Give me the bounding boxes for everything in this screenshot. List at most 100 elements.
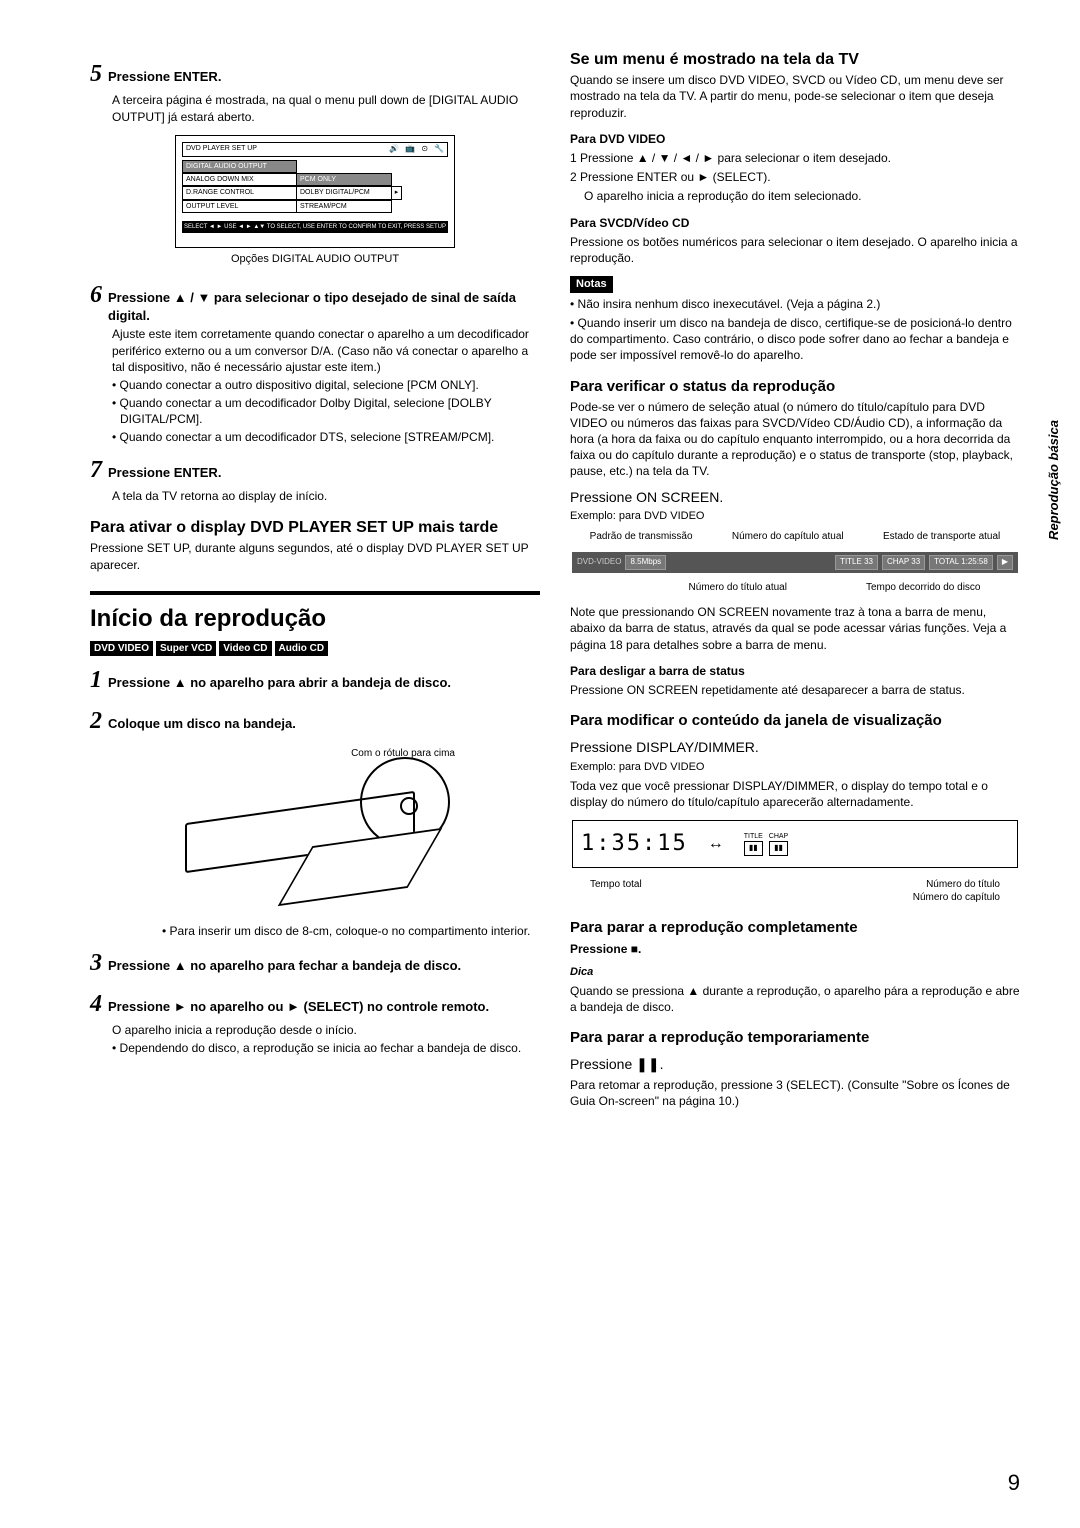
section-divider xyxy=(90,591,540,595)
step-5-title: Pressione ENTER. xyxy=(108,68,221,86)
press-pause: Pressione ❚❚. xyxy=(570,1055,1020,1074)
disc-icon: ⊙ xyxy=(421,144,428,155)
press-stop: Pressione ■. xyxy=(570,941,1020,957)
lab-num-tit: Número do título atual xyxy=(689,581,787,595)
step-5: 5 Pressione ENTER. xyxy=(90,58,540,90)
disp-chap-box: ▮▮ xyxy=(769,841,788,856)
cap-titulo: Número do título xyxy=(926,878,1000,892)
badge-vcd: Video CD xyxy=(219,641,271,656)
step-6-body: Ajuste este item corretamente quando con… xyxy=(112,326,540,375)
setup-later-body: Pressione SET UP, durante alguns segundo… xyxy=(90,540,540,572)
menu-r1l: DIGITAL AUDIO OUTPUT xyxy=(182,160,297,173)
main-title: Início da reprodução xyxy=(90,603,540,635)
lab-num-cap: Número do capítulo atual xyxy=(732,530,844,544)
disp-title-box: ▮▮ xyxy=(744,841,763,856)
play-num-3: 3 xyxy=(90,947,102,979)
step-num-7: 7 xyxy=(90,454,102,486)
dvd-line1: 1 Pressione ▲ / ▼ / ◄ / ► para seleciona… xyxy=(570,150,1020,166)
badge-cd: Audio CD xyxy=(275,641,329,656)
menu-r3l: D.RANGE CONTROL xyxy=(182,186,297,199)
play-4-title: Pressione ► no aparelho ou ► (SELECT) no… xyxy=(108,998,489,1016)
cap-tempo: Tempo total xyxy=(590,878,642,892)
play-step-1: 1 Pressione ▲ no aparelho para abrir a b… xyxy=(90,664,540,696)
format-badges: DVD VIDEO Super VCD Video CD Audio CD xyxy=(90,641,540,656)
sb-title: TITLE 33 xyxy=(835,555,878,570)
step-7-title: Pressione ENTER. xyxy=(108,464,221,482)
menu-arrow-icon: ▸ xyxy=(392,186,402,199)
step-7: 7 Pressione ENTER. xyxy=(90,454,540,486)
dvd-line2: 2 Pressione ENTER ou ► (SELECT). xyxy=(570,169,1020,185)
audio-icon: 🔊 xyxy=(389,144,399,155)
play-num-1: 1 xyxy=(90,664,102,696)
right-h4: Para parar a reprodução completamente xyxy=(570,919,1020,937)
page-number: 9 xyxy=(1008,1468,1020,1498)
disp-chap-label: CHAP xyxy=(769,832,788,841)
step-6: 6 Pressione ▲ / ▼ para selecionar o tipo… xyxy=(90,279,540,324)
menu-r2r: PCM ONLY xyxy=(297,173,392,186)
example-1: Exemplo: para DVD VIDEO xyxy=(570,509,1020,524)
menu-select-hint: SELECT ◄ ► USE ◄ ► ▲▼ TO SELECT, USE ENT… xyxy=(182,221,448,233)
dica-p: Quando se pressiona ▲ durante a reproduç… xyxy=(570,983,1020,1015)
badge-svcd: Super VCD xyxy=(156,641,216,656)
nota-1: • Não insira nenhum disco inexecutável. … xyxy=(570,296,1020,312)
side-tab: Reprodução básica xyxy=(1045,420,1063,540)
dica-label: Dica xyxy=(570,965,1020,980)
play-step-4: 4 Pressione ► no aparelho ou ► (SELECT) … xyxy=(90,988,540,1020)
right-p3: Note que pressionando ON SCREEN novament… xyxy=(570,604,1020,653)
disp-title-label: TITLE xyxy=(744,832,763,841)
status-bar-figure: DVD-VIDEO 8.5Mbps TITLE 33 CHAP 33 TOTAL… xyxy=(572,552,1018,573)
sb-total: TOTAL 1:25:58 xyxy=(929,555,993,570)
display-figure: 1:35:15 ↔ TITLE ▮▮ CHAP ▮▮ xyxy=(572,820,1018,868)
right-p2: Pode-se ver o número de seleção atual (o… xyxy=(570,399,1020,480)
right-p1: Quando se insere um disco DVD VIDEO, SVC… xyxy=(570,72,1020,121)
right-p4: Toda vez que você pressionar DISPLAY/DIM… xyxy=(570,778,1020,810)
lab-padrao: Padrão de transmissão xyxy=(590,530,693,544)
pause-p: Para retomar a reprodução, pressione 3 (… xyxy=(570,1077,1020,1109)
step-6-title: Pressione ▲ / ▼ para selecionar o tipo d… xyxy=(108,289,540,324)
desligar-head: Para desligar a barra de status xyxy=(570,663,1020,679)
status-labels-bottom: Número do título atual Tempo decorrido d… xyxy=(570,581,1020,595)
play-num-4: 4 xyxy=(90,988,102,1020)
on-screen-cmd: Pressione ON SCREEN. xyxy=(570,488,1020,507)
step-num-6: 6 xyxy=(90,279,102,311)
dvd-head: Para DVD VIDEO xyxy=(570,131,1020,147)
status-labels-top: Padrão de transmissão Número do capítulo… xyxy=(570,530,1020,544)
step-6-b1: • Quando conectar a outro dispositivo di… xyxy=(120,377,540,393)
play-step-2: 2 Coloque um disco na bandeja. xyxy=(90,705,540,737)
sb-play-icon: ▶ xyxy=(997,555,1013,570)
svcd-head: Para SVCD/Vídeo CD xyxy=(570,215,1020,231)
menu-header: DVD PLAYER SET UP xyxy=(186,144,257,153)
lab-estado: Estado de transporte atual xyxy=(883,530,1000,544)
fig-note: • Para inserir um disco de 8-cm, coloque… xyxy=(170,923,540,939)
menu-caption: Opções DIGITAL AUDIO OUTPUT xyxy=(90,252,540,267)
play-step-3: 3 Pressione ▲ no aparelho para fechar a … xyxy=(90,947,540,979)
desligar-p: Pressione ON SCREEN repetidamente até de… xyxy=(570,682,1020,698)
display-cmd: Pressione DISPLAY/DIMMER. xyxy=(570,738,1020,757)
play-3-title: Pressione ▲ no aparelho para fechar a ba… xyxy=(108,957,461,975)
play-2-title: Coloque um disco na bandeja. xyxy=(108,715,296,733)
menu-r3r: DOLBY DIGITAL/PCM xyxy=(297,186,392,199)
setup-menu-figure: DVD PLAYER SET UP 🔊 📺 ⊙ 🔧 DIGITAL AUDIO … xyxy=(175,135,455,249)
example-2: Exemplo: para DVD VIDEO xyxy=(570,760,1020,775)
settings-icon: 🔧 xyxy=(434,144,444,155)
right-h1: Se um menu é mostrado na tela da TV xyxy=(570,50,1020,69)
step-6-b2: • Quando conectar a um decodificador Dol… xyxy=(120,395,540,427)
play-num-2: 2 xyxy=(90,705,102,737)
dvd-line2b: O aparelho inicia a reprodução do item s… xyxy=(584,188,1020,204)
step-num-5: 5 xyxy=(90,58,102,90)
step-5-body: A terceira página é mostrada, na qual o … xyxy=(112,92,540,124)
menu-r2l: ANALOG DOWN MIX xyxy=(182,173,297,186)
sb-dvd: DVD-VIDEO xyxy=(577,557,621,568)
sb-rate: 8.5Mbps xyxy=(625,555,666,570)
right-h3: Para modificar o conteúdo da janela de v… xyxy=(570,712,1020,730)
right-h2: Para verificar o status da reprodução xyxy=(570,378,1020,396)
notas-label: Notas xyxy=(570,276,613,293)
nota-2: • Quando inserir um disco na bandeja de … xyxy=(570,315,1020,364)
cap-cap: Número do capítulo xyxy=(570,891,1020,905)
badge-dvd: DVD VIDEO xyxy=(90,641,153,656)
svcd-p: Pressione os botões numéricos para selec… xyxy=(570,234,1020,266)
play-4-body: O aparelho inicia a reprodução desde o i… xyxy=(112,1022,540,1038)
left-column: 5 Pressione ENTER. A terceira página é m… xyxy=(90,50,540,1110)
lab-tempo-dec: Tempo decorrido do disco xyxy=(866,581,981,595)
setup-later-head: Para ativar o display DVD PLAYER SET UP … xyxy=(90,518,540,537)
